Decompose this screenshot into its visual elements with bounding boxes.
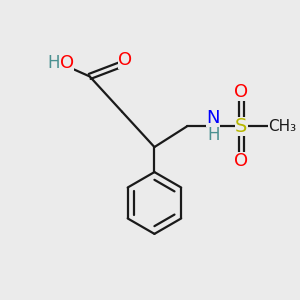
Text: H: H (47, 54, 60, 72)
Text: N: N (206, 109, 220, 127)
Text: O: O (60, 54, 74, 72)
Text: O: O (234, 152, 248, 170)
Text: O: O (118, 51, 132, 69)
Text: H: H (207, 126, 220, 144)
Text: O: O (234, 83, 248, 101)
Text: S: S (235, 117, 248, 136)
Text: CH₃: CH₃ (268, 119, 296, 134)
